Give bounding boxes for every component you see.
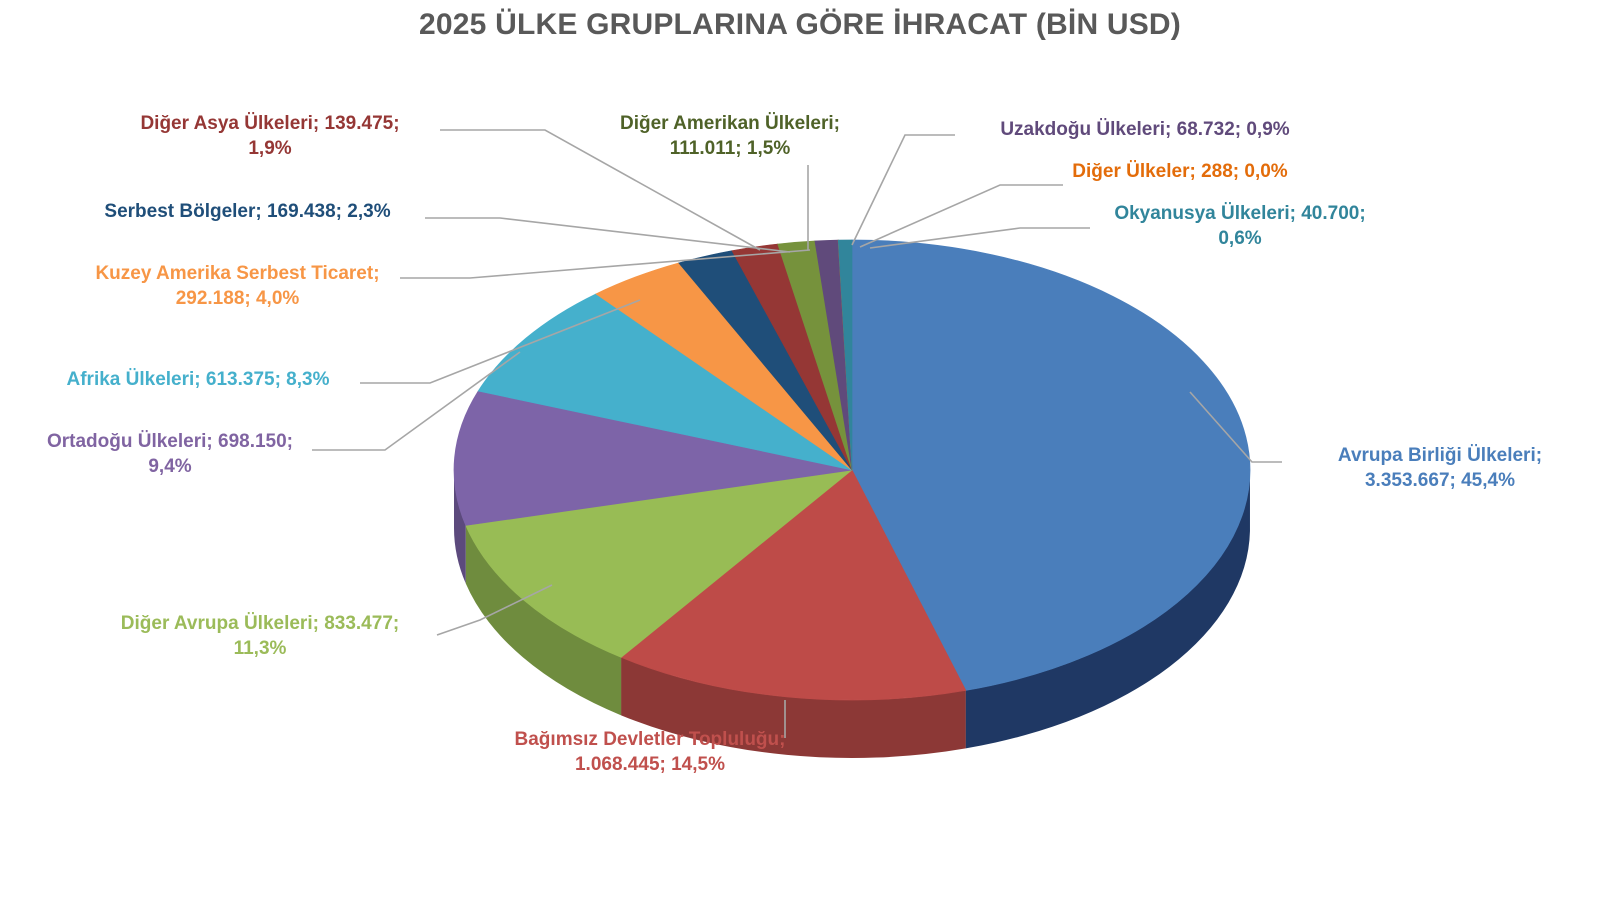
- leader-serbest-bolgeler: [425, 217, 791, 253]
- leader-diger-avrupa: [436, 584, 553, 636]
- data-label-bagimsiz-devletler: Bağımsız Devletler Topluluğu; 1.068.445;…: [514, 729, 786, 775]
- pie-side-0: [965, 473, 1250, 749]
- leader-lines: [312, 129, 1282, 738]
- leader-okyanusya: [869, 227, 1090, 249]
- leader-diger-asya: [440, 129, 761, 251]
- data-label-diger-amerikan: Diğer Amerikan Ülkeleri; 111.011; 1,5%: [620, 113, 840, 159]
- pie-slice-1[interactable]: Bağımsız Devletler Topluluğu; 1.068.445;…: [620, 469, 967, 701]
- data-label-diger-avrupa: Diğer Avrupa Ülkeleri; 833.477; 11,3%: [120, 613, 400, 659]
- page-title: 2025 ÜLKE GRUPLARINA GÖRE İHRACAT (BİN U…: [419, 8, 1181, 41]
- pie-slice-3[interactable]: Ortadoğu Ülkeleri; 698.150; 9,4%: [453, 390, 853, 526]
- pie-side-1: [621, 657, 966, 758]
- data-label-diger-ulkeler: Diğer Ülkeler; 288; 0,0%: [1072, 161, 1288, 182]
- leader-diger-ulkeler: [859, 184, 1063, 248]
- data-label-ortadogu: Ortadoğu Ülkeleri; 698.150; 9,4%: [46, 431, 294, 477]
- data-label-kuzey-amerika: Kuzey Amerika Serbest Ticaret; 292.188; …: [95, 263, 380, 309]
- pie-side-2: [465, 525, 622, 716]
- leader-uzakdogu: [851, 134, 955, 246]
- pie-slice-11[interactable]: Okyanusya Ülkeleri; 40.700; 0,6%: [837, 239, 853, 471]
- leader-kuzey-amerika: [400, 249, 811, 279]
- data-label-afrika: Afrika Ülkeleri; 613.375; 8,3%: [66, 369, 330, 390]
- data-label-uzakdogu: Uzakdoğu Ülkeleri; 68.732; 0,9%: [1000, 119, 1290, 140]
- pie-top-faces: Avrupa Birliği Ülkeleri; 3.353.667; 45,4…: [453, 239, 1251, 701]
- pie-slice-4[interactable]: Afrika Ülkeleri; 613.375; 8,3%: [477, 293, 853, 471]
- leader-avrupa-birligi: [1189, 391, 1282, 463]
- leader-ortadogu: [312, 351, 521, 451]
- data-label-serbest-bolgeler: Serbest Bölgeler; 169.438; 2,3%: [104, 201, 391, 222]
- data-label-avrupa-birligi: Avrupa Birliği Ülkeleri; 3.353.667; 45,4…: [1337, 445, 1543, 491]
- leader-afrika: [360, 299, 641, 384]
- data-label-diger-asya: Diğer Asya Ülkeleri; 139.475; 1,9%: [140, 113, 400, 159]
- pie-slice-0[interactable]: Avrupa Birliği Ülkeleri; 3.353.667; 45,4…: [851, 239, 1251, 691]
- data-label-okyanusya: Okyanusya Ülkeleri; 40.700; 0,6%: [1114, 203, 1366, 249]
